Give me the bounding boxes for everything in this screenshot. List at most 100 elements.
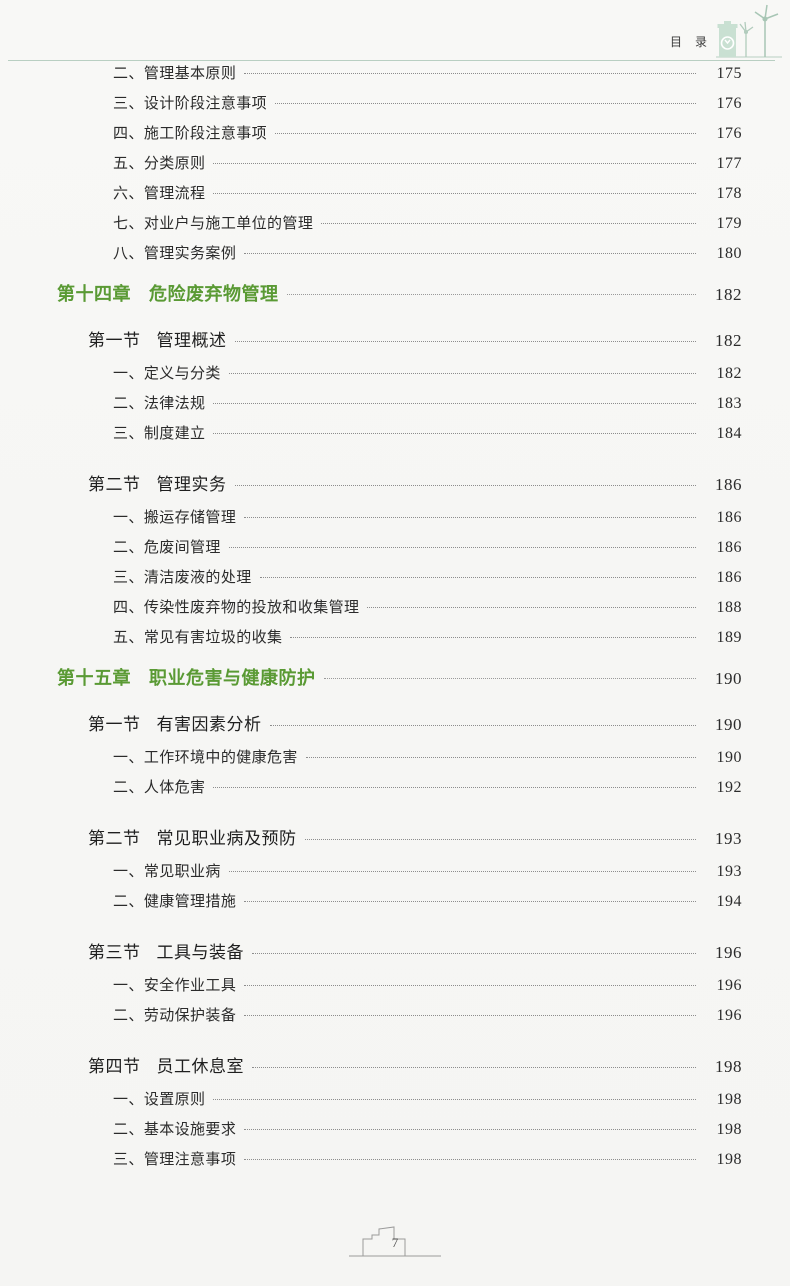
toc-entry-item[interactable]: 二、管理基本原则 175 (0, 62, 790, 92)
toc-entry-title: 传染性废弃物的投放和收集管理 (143, 600, 360, 616)
toc-entry-label: 第三节 工具与装备 (88, 938, 244, 963)
toc-entry-title: 搬运存储管理 (143, 510, 237, 526)
toc-entry-number: 一、 (113, 366, 144, 382)
toc-entry-number: 第三节 (88, 943, 141, 962)
toc-entry-label: 四、施工阶段注意事项 (113, 122, 267, 143)
toc-entry-item[interactable]: 三、设计阶段注意事项 176 (0, 92, 790, 122)
toc-entry-page-number: 189 (716, 629, 742, 646)
toc-entry-item[interactable]: 三、制度建立 184 (0, 422, 790, 452)
toc-entry-chapter[interactable]: 第十五章 职业危害与健康防护 190 (0, 664, 790, 704)
recycle-bin-icon (717, 21, 738, 57)
toc-entry-section[interactable]: 第一节 有害因素分析 190 (0, 710, 790, 746)
toc-entry-label: 五、分类原则 (113, 152, 205, 173)
toc-entry-page-number: 175 (716, 65, 742, 82)
toc-entry-item[interactable]: 四、施工阶段注意事项 176 (0, 122, 790, 152)
toc-entry-item[interactable]: 二、危废间管理 186 (0, 536, 790, 566)
toc-leader-dots (228, 871, 696, 872)
toc-entry-number: 二、 (113, 894, 144, 910)
toc-entry-title: 常见有害垃圾的收集 (143, 630, 283, 646)
toc-leader-dots (252, 1067, 696, 1068)
toc-entry-title: 管理实务案例 (143, 246, 237, 262)
toc-entry-item[interactable]: 二、劳动保护装备 196 (0, 1004, 790, 1034)
toc-entry-page-number: 188 (716, 599, 742, 616)
toc-entry-item[interactable]: 二、基本设施要求 198 (0, 1118, 790, 1148)
toc-entry-item[interactable]: 七、对业户与施工单位的管理 179 (0, 212, 790, 242)
toc-entry-page-number: 186 (715, 475, 742, 494)
toc-entry-number: 二、 (113, 396, 144, 412)
toc-entry-page-number: 196 (716, 977, 742, 994)
toc-entry-section[interactable]: 第一节 管理概述 182 (0, 326, 790, 362)
header-divider (8, 60, 775, 61)
toc-entry-number: 第四节 (88, 1057, 141, 1076)
toc-entry-number: 第一节 (88, 331, 141, 350)
toc-entry-item[interactable]: 五、分类原则 177 (0, 152, 790, 182)
toc-entry-number: 五、 (113, 630, 144, 646)
toc-leader-dots (323, 678, 696, 679)
toc-entry-title: 定义与分类 (143, 366, 221, 382)
toc-entry-item[interactable]: 一、常见职业病 193 (0, 860, 790, 890)
toc-entry-title: 有害因素分析 (156, 715, 262, 734)
toc-entry-label: 七、对业户与施工单位的管理 (113, 212, 313, 233)
toc-entry-item[interactable]: 五、常见有害垃圾的收集 189 (0, 626, 790, 656)
toc-leader-dots (286, 294, 696, 295)
toc-entry-page-number: 190 (715, 715, 742, 734)
building-skyline-icon (349, 1226, 441, 1257)
toc-entry-item[interactable]: 二、人体危害 192 (0, 776, 790, 806)
toc-entry-title: 对业户与施工单位的管理 (143, 216, 314, 232)
toc-entry-page-number: 196 (716, 1007, 742, 1024)
toc-leader-dots (305, 757, 696, 758)
toc-entry-item[interactable]: 二、健康管理措施 194 (0, 890, 790, 920)
toc-entry-label: 八、管理实务案例 (113, 242, 236, 263)
toc-entry-number: 四、 (113, 126, 144, 142)
toc-entry-label: 二、健康管理措施 (113, 890, 236, 911)
toc-entry-page-number: 192 (716, 779, 742, 796)
toc-entry-item[interactable]: 一、工作环境中的健康危害 190 (0, 746, 790, 776)
toc-entry-page-number: 178 (716, 185, 742, 202)
toc-entry-title: 制度建立 (143, 426, 206, 442)
toc-entry-page-number: 196 (715, 943, 742, 962)
toc-entry-page-number: 193 (715, 829, 742, 848)
toc-entry-item[interactable]: 一、定义与分类 182 (0, 362, 790, 392)
toc-entry-label: 第十四章 危险废弃物管理 (57, 280, 279, 306)
toc-entry-item[interactable]: 二、法律法规 183 (0, 392, 790, 422)
toc-entry-label: 三、制度建立 (113, 422, 205, 443)
toc-entry-page-number: 176 (716, 95, 742, 112)
toc-entry-section[interactable]: 第二节 管理实务 186 (0, 470, 790, 506)
toc-entry-item[interactable]: 一、搬运存储管理 186 (0, 506, 790, 536)
toc-entry-number: 第十四章 (57, 284, 131, 304)
header-art (716, 4, 782, 58)
toc-entry-label: 三、管理注意事项 (113, 1148, 236, 1169)
toc-leader-dots (367, 607, 696, 608)
toc-entry-section[interactable]: 第二节 常见职业病及预防 193 (0, 824, 790, 860)
toc-entry-page-number: 186 (716, 539, 742, 556)
toc-entry-page-number: 182 (716, 365, 742, 382)
toc-entry-page-number: 190 (715, 669, 742, 688)
toc-entry-title: 员工休息室 (156, 1057, 244, 1076)
toc-entry-item[interactable]: 一、安全作业工具 196 (0, 974, 790, 1004)
toc-leader-dots (213, 163, 696, 164)
toc-entry-title: 管理概述 (156, 331, 227, 350)
toc-entry-label: 一、工作环境中的健康危害 (113, 746, 298, 767)
toc-entry-number: 二、 (113, 780, 144, 796)
toc-entry-item[interactable]: 八、管理实务案例 180 (0, 242, 790, 272)
toc-entry-chapter[interactable]: 第十四章 危险废弃物管理 182 (0, 280, 790, 320)
toc-leader-dots (244, 1015, 696, 1016)
toc-entry-item[interactable]: 三、管理注意事项 198 (0, 1148, 790, 1178)
toc-entry-item[interactable]: 六、管理流程 178 (0, 182, 790, 212)
toc-entry-item[interactable]: 一、设置原则 198 (0, 1088, 790, 1118)
toc-entry-section[interactable]: 第三节 工具与装备 196 (0, 938, 790, 974)
toc-entry-item[interactable]: 四、传染性废弃物的投放和收集管理 188 (0, 596, 790, 626)
toc-entry-number: 八、 (113, 246, 144, 262)
toc-entry-item[interactable]: 三、清洁废液的处理 186 (0, 566, 790, 596)
toc-entry-number: 一、 (113, 978, 144, 994)
toc-entry-title: 管理基本原则 (143, 66, 237, 82)
toc-entry-number: 三、 (113, 96, 144, 112)
toc-leader-dots (259, 577, 696, 578)
toc-entry-page-number: 198 (716, 1121, 742, 1138)
toc-entry-number: 六、 (113, 186, 144, 202)
toc-leader-dots (244, 73, 696, 74)
toc-entry-page-number: 186 (716, 569, 742, 586)
toc-leader-dots (213, 787, 696, 788)
toc-entry-number: 一、 (113, 1092, 144, 1108)
toc-entry-section[interactable]: 第四节 员工休息室 198 (0, 1052, 790, 1088)
